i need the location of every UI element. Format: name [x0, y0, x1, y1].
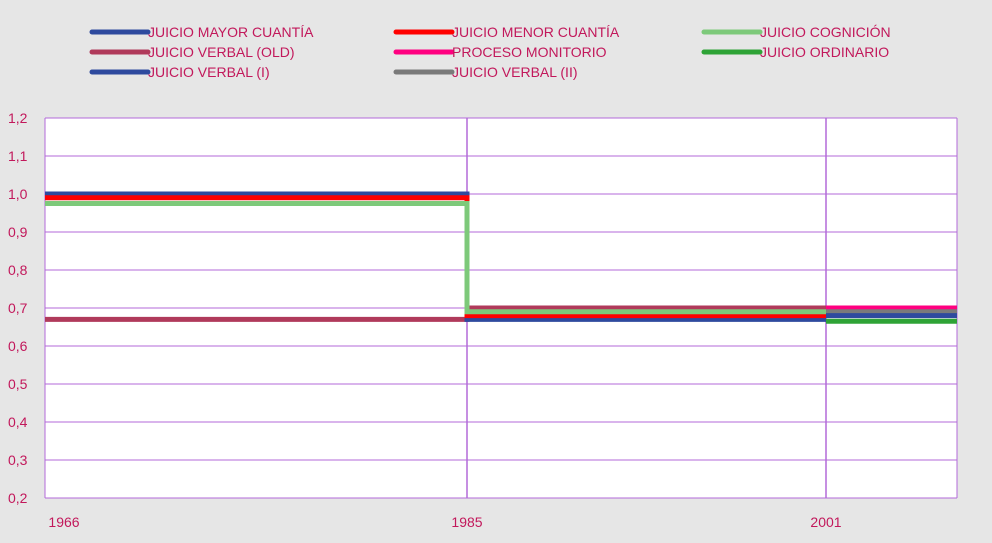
y-tick-label: 1,1: [8, 148, 28, 164]
y-axis-ticks: 0,2 0,3 0,4 0,5 0,6 0,7 0,8 0,9 1,0 1,1 1,2: [8, 110, 28, 506]
series-layer: [45, 191, 957, 324]
x-tick-label: 1985: [451, 514, 482, 530]
legend-label: JUICIO ORDINARIO: [760, 44, 889, 60]
y-tick-label: 0,6: [8, 338, 28, 354]
legend-label: JUICIO VERBAL (OLD): [148, 44, 295, 60]
y-tick-label: 0,5: [8, 376, 28, 392]
y-tick-label: 0,8: [8, 262, 28, 278]
legend-label: JUICIO MENOR CUANTÍA: [452, 24, 620, 40]
legend-label: JUICIO MAYOR CUANTÍA: [148, 24, 314, 40]
legend-label: JUICIO VERBAL (I): [148, 64, 270, 80]
series-line: [45, 201, 826, 315]
x-tick-label: 2001: [810, 514, 841, 530]
y-tick-label: 1,2: [8, 110, 28, 126]
legend: JUICIO MAYOR CUANTÍA JUICIO MENOR CUANTÍA…: [89, 24, 891, 80]
x-axis-ticks: 1966 1985 2001: [48, 514, 841, 530]
legend-label: JUICIO COGNICIÓN: [760, 24, 891, 40]
y-tick-label: 0,7: [8, 300, 28, 316]
y-tick-label: 0,9: [8, 224, 28, 240]
y-tick-label: 0,4: [8, 414, 28, 430]
y-tick-label: 0,3: [8, 452, 28, 468]
x-tick-label: 1966: [48, 514, 79, 530]
legend-label: PROCESO MONITORIO: [452, 44, 607, 60]
y-tick-label: 1,0: [8, 186, 28, 202]
legend-label: JUICIO VERBAL (II): [452, 64, 578, 80]
y-tick-label: 0,2: [8, 490, 28, 506]
